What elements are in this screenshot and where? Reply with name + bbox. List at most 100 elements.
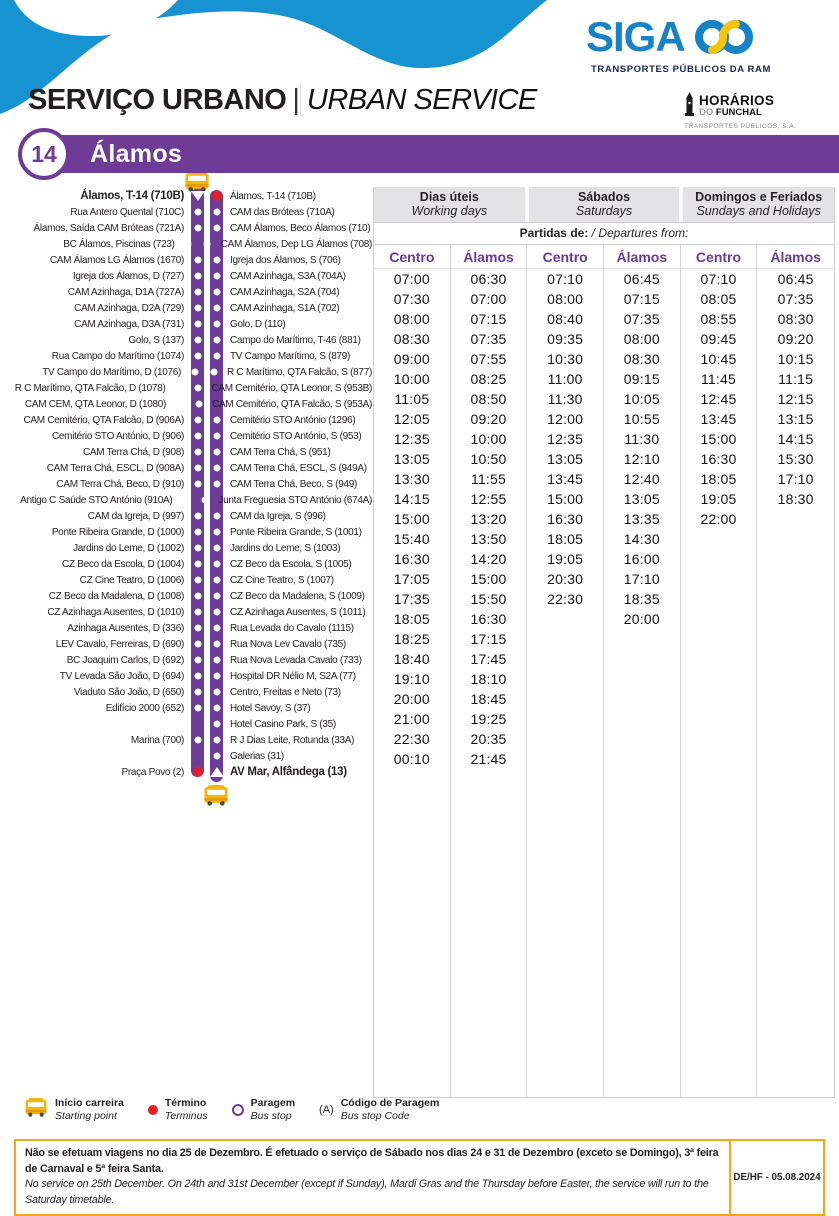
bus-stop-dot bbox=[175, 384, 183, 392]
stop-label-left: Rua Campo do Marítimo (1074) bbox=[51, 350, 185, 362]
time-cell: 19:25 bbox=[451, 709, 528, 729]
bus-stop-dot bbox=[194, 272, 201, 280]
time-cell: 08:55 bbox=[681, 309, 758, 329]
route-map-row: CAM CEM, QTA Leonor, D (1080) CAM Cemitér… bbox=[0, 396, 372, 412]
stop-label-left: R C Marítimo, QTA Falcão, D (1078) bbox=[14, 382, 166, 394]
stop-markers bbox=[184, 428, 230, 444]
bus-stop-dot bbox=[194, 736, 201, 744]
bus-stop-dot bbox=[194, 336, 201, 344]
time-cell: 07:55 bbox=[451, 349, 528, 369]
bus-stop-dot bbox=[213, 304, 220, 312]
stop-label-right: Jardins do Leme, S (1003) bbox=[230, 542, 341, 554]
stop-label-right: CAM Cemitério, QTA Leonor, S (953B) bbox=[211, 382, 373, 394]
time-cell bbox=[681, 749, 758, 769]
route-map-row: CAM Álamos LG Álamos (1670) Igreja dos Ál… bbox=[0, 252, 372, 268]
time-cell: 08:50 bbox=[451, 389, 528, 409]
time-cell bbox=[757, 589, 834, 609]
siga-logo-text: SIGA bbox=[586, 13, 686, 60]
stop-label-left: CAM Álamos LG Álamos (1670) bbox=[49, 254, 184, 266]
bus-stop-dot bbox=[213, 464, 220, 472]
hf-logo-line1: HORÁRIOS bbox=[699, 92, 775, 108]
time-cell: 11:55 bbox=[451, 469, 528, 489]
stop-label-right: TV Campo Marítimo, S (879) bbox=[230, 350, 351, 362]
horarios-funchal-logo: HORÁRIOS DO FUNCHAL TRANSPORTES PÚBLICOS… bbox=[684, 92, 814, 130]
bus-icon bbox=[24, 1098, 48, 1122]
empty-column-filler bbox=[451, 769, 528, 1097]
title-divider: | bbox=[292, 84, 301, 116]
time-cell bbox=[681, 549, 758, 569]
stop-markers bbox=[166, 380, 212, 396]
stop-label-right: Hotel Casino Park, S (35) bbox=[230, 718, 336, 730]
stop-label-left: Jardins do Leme, D (1002) bbox=[73, 542, 184, 554]
stop-label-right: R C Marítimo, QTA Falcão, S (877) bbox=[227, 366, 372, 378]
time-cell: 18:35 bbox=[604, 589, 681, 609]
time-cell: 20:30 bbox=[527, 569, 604, 589]
bus-stop-dot bbox=[213, 704, 220, 712]
stop-markers bbox=[184, 668, 230, 684]
time-cell: 12:35 bbox=[527, 429, 604, 449]
day-group-header: Dias úteis Working days Sábados Saturday… bbox=[374, 187, 834, 222]
time-cell: 07:30 bbox=[374, 289, 451, 309]
time-cell bbox=[681, 669, 758, 689]
stop-label-right: Ponte Ribeira Grande, S (1001) bbox=[230, 526, 362, 538]
time-cell: 07:00 bbox=[374, 269, 451, 289]
time-cell: 15:00 bbox=[527, 489, 604, 509]
stop-label-left: Edifício 2000 (652) bbox=[105, 702, 185, 714]
stop-markers bbox=[172, 492, 218, 508]
header-wave-decoration bbox=[0, 0, 547, 114]
bus-stop-dot bbox=[213, 544, 220, 552]
stop-markers bbox=[184, 252, 230, 268]
time-cell: 21:00 bbox=[374, 709, 451, 729]
bus-stop-dot bbox=[194, 576, 201, 584]
time-cell: 17:05 bbox=[374, 569, 451, 589]
time-cell: 16:30 bbox=[681, 449, 758, 469]
legend-item: Início carreira Starting point bbox=[24, 1097, 124, 1123]
service-title-pt: SERVIÇO URBANO bbox=[28, 84, 287, 116]
time-cell: 12:35 bbox=[374, 429, 451, 449]
time-cell: 09:35 bbox=[527, 329, 604, 349]
stop-markers bbox=[184, 636, 230, 652]
route-map-row: CAM Cemitério, QTA Falcão, D (906A) Cemit… bbox=[0, 412, 372, 428]
stop-code-symbol: (A) bbox=[319, 1104, 334, 1117]
stop-markers bbox=[184, 284, 230, 300]
bus-stop-dot bbox=[213, 672, 220, 680]
day-group-saturdays: Sábados Saturdays bbox=[528, 187, 680, 222]
empty-column-filler bbox=[527, 769, 604, 1097]
bus-stop-dot bbox=[194, 464, 201, 472]
time-cell bbox=[757, 669, 834, 689]
bus-stop-dot bbox=[194, 224, 201, 232]
stop-label-right: Cemitério STO António (1296) bbox=[230, 414, 356, 426]
footer-note-text: Não se efetuam viagens no dia 25 de Deze… bbox=[16, 1141, 729, 1214]
stop-label-left: Cemitério STO António, D (906) bbox=[52, 430, 184, 442]
time-cell: 12:55 bbox=[451, 489, 528, 509]
bus-stop-dot bbox=[194, 592, 201, 600]
route-map-row: CAM Terra Chá, ESCL, D (908A) CAM Terra C… bbox=[0, 460, 372, 476]
time-cell: 17:15 bbox=[451, 629, 528, 649]
route-map-row: Antigo C Saúde STO António (910A) Junta F… bbox=[0, 492, 372, 508]
time-cell bbox=[681, 569, 758, 589]
stop-label-left: BC Álamos, Piscinas (723) bbox=[63, 238, 175, 250]
time-cell: 22:00 bbox=[681, 509, 758, 529]
bus-stop-dot bbox=[213, 480, 220, 488]
stop-label-right: Rua Levada do Cavalo (1115) bbox=[230, 622, 354, 634]
time-cell: 18:45 bbox=[451, 689, 528, 709]
legend-label: Paragem Bus stop bbox=[251, 1097, 295, 1123]
time-cell: 10:15 bbox=[777, 351, 814, 367]
route-map-row: CAM Terra Chá, Beco, D (910) CAM Terra Ch… bbox=[0, 476, 372, 492]
time-cell bbox=[757, 689, 834, 709]
empty-column-filler bbox=[374, 769, 451, 1097]
time-cell: 18:05 bbox=[374, 609, 451, 629]
stop-markers bbox=[166, 396, 212, 412]
time-cell: 17:10 bbox=[777, 471, 814, 487]
stop-label-right: CAM Azinhaga, S2A (704) bbox=[230, 286, 340, 298]
stop-markers bbox=[181, 364, 227, 380]
route-map: Álamos, T-14 (710B) Álamos, T-14 (710B) Ru… bbox=[0, 171, 373, 828]
bus-stop-dot bbox=[195, 400, 203, 408]
stop-markers bbox=[184, 460, 230, 476]
time-cell: 11:45 bbox=[681, 369, 758, 389]
bus-stop-dot bbox=[194, 544, 201, 552]
stop-markers bbox=[175, 236, 221, 252]
stop-label-right: Rua Nova Lev Cavalo (735) bbox=[230, 638, 346, 650]
time-cell: 08:05 bbox=[681, 289, 758, 309]
bus-icon bbox=[204, 785, 228, 806]
